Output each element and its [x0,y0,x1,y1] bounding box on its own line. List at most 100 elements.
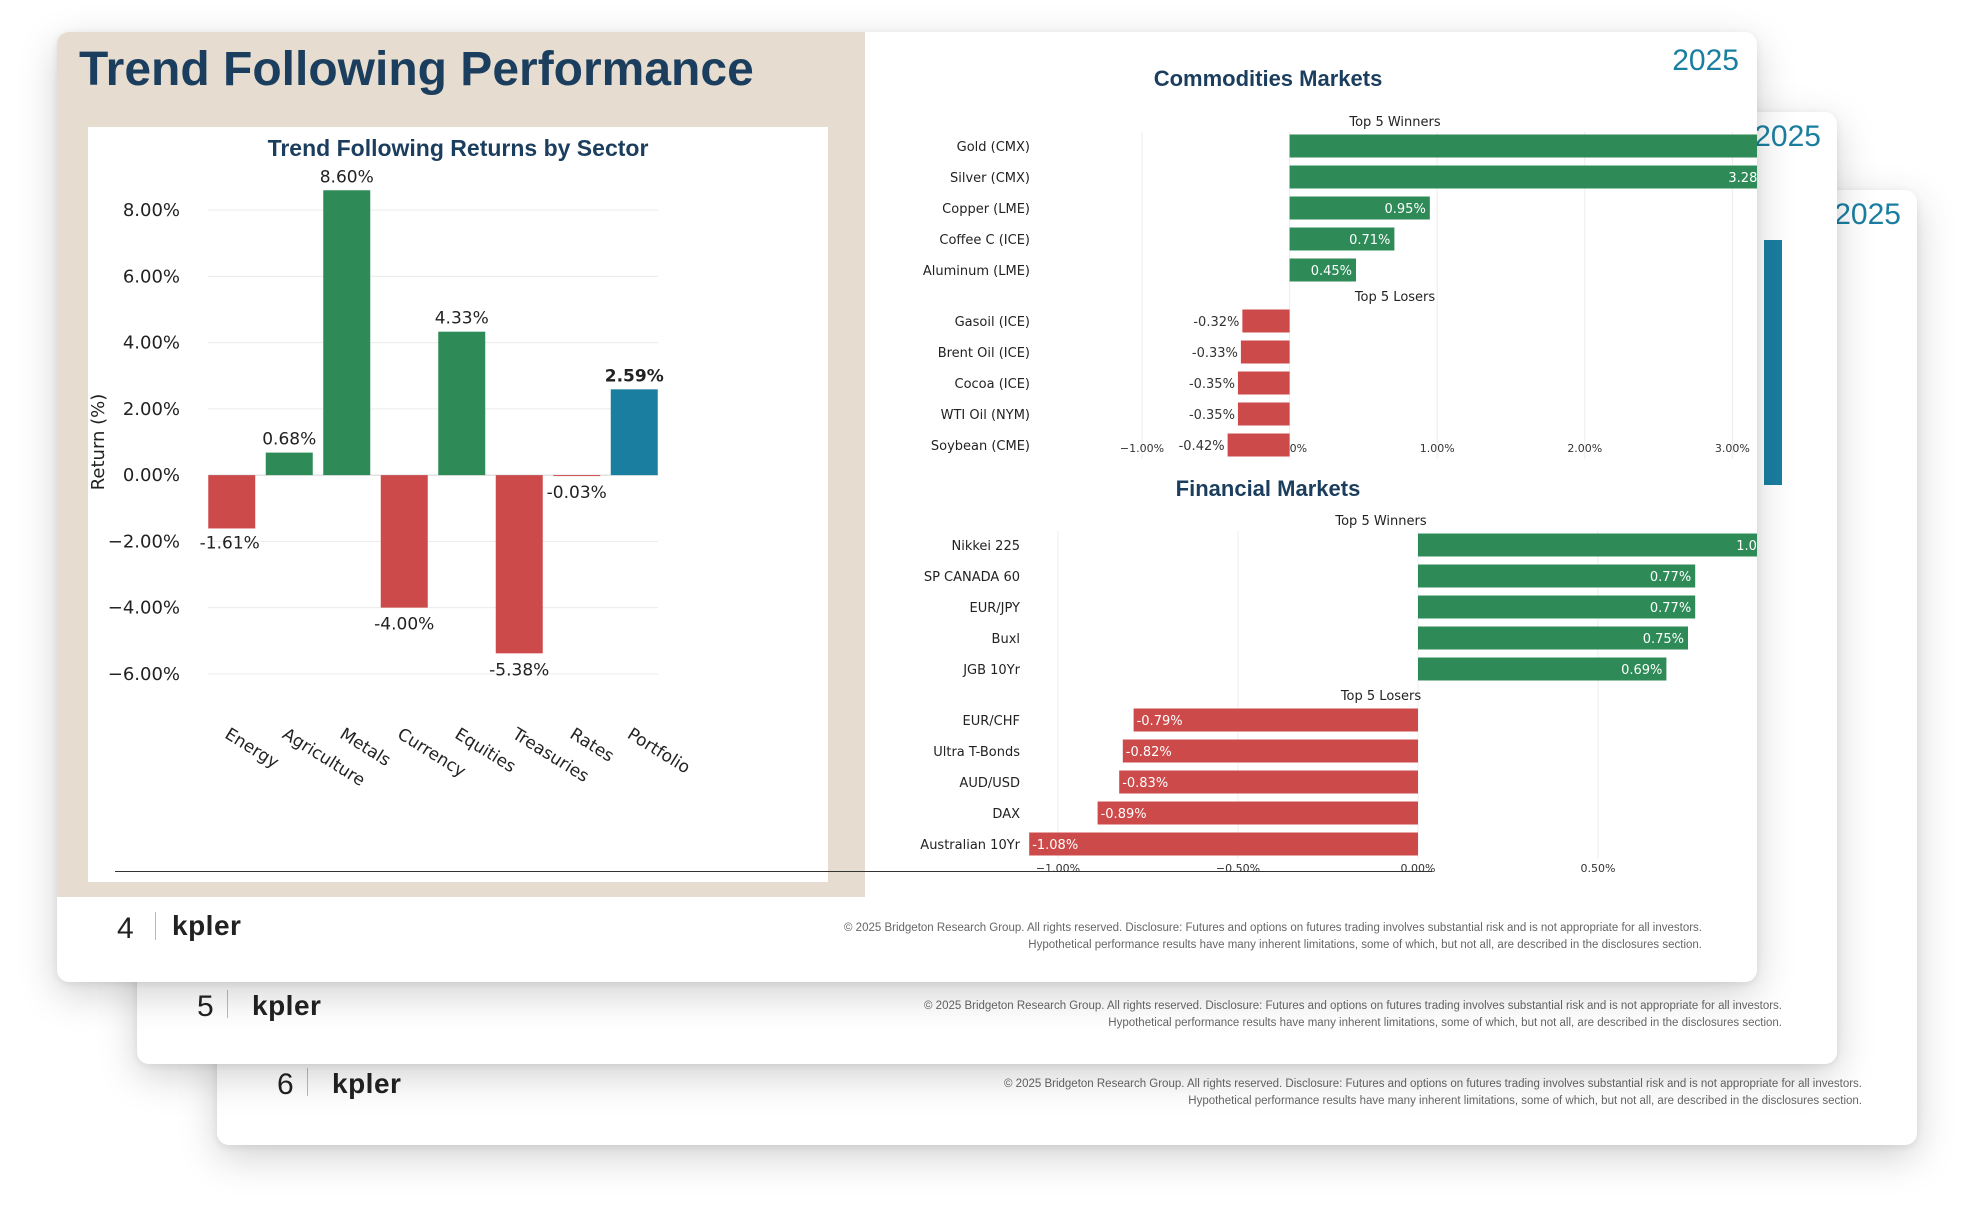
y-tick-label: 6.00% [123,266,180,287]
x-tick-label: Energy [221,724,282,773]
bar-currency [380,475,428,608]
bar-value-label: -5.38% [489,660,549,680]
bar-value-label: 0.68% [262,430,316,450]
category-label: Ultra T-Bonds [933,745,1020,760]
category-label: EUR/CHF [963,714,1020,729]
bar-value-label: 0.77% [1650,570,1691,585]
bar-energy [208,475,256,529]
y-tick-label: −4.00% [108,598,180,619]
bar [1418,626,1688,650]
bar [1418,657,1667,681]
category-label: EUR/JPY [970,601,1021,616]
bar-value-label: 3.28% [1728,171,1757,186]
footer-disclaimer: © 2025 Bridgeton Research Group. All rig… [1004,1078,1862,1107]
bar-treasuries [495,475,543,654]
category-label: DAX [992,807,1020,822]
year-label: 2025 [1672,44,1739,77]
y-tick-label: 4.00% [123,333,180,354]
x-tick-label: 3.00% [1715,442,1750,455]
footer-divider [227,990,228,1018]
y-tick-label: −6.00% [108,664,180,685]
page-number: 6 [277,1068,294,1101]
y-tick-label: 2.00% [123,399,180,420]
x-tick-label: Portfolio [624,724,694,778]
year-label: 2025 [1834,198,1901,231]
bar-value-label: -0.89% [1101,807,1147,822]
bar-value-label: -1.61% [200,533,260,553]
category-label: Coffee C (ICE) [939,233,1030,248]
category-label: Soybean (CME) [931,439,1030,454]
bar-value-label: 0.45% [1311,264,1352,279]
bar-metals [323,190,371,476]
bar [1418,564,1696,588]
bar [1237,402,1290,426]
bar-agriculture [265,452,313,476]
losers-title: Top 5 Losers [1340,689,1422,704]
bar [1122,739,1418,763]
bar [1119,770,1418,794]
bar [1289,196,1430,220]
sector-returns-chart: 8.00% 6.00% 4.00% 2.00% 0.00% −2.00% −4.00% −6.… [88,167,694,791]
bar [1097,801,1418,825]
bar-value-label: -0.32% [1193,315,1239,330]
bar-value-label: -0.83% [1122,776,1168,791]
category-label: Copper (LME) [942,202,1030,217]
bar-value-label: -0.33% [1192,346,1238,361]
y-tick-label: 8.00% [123,200,180,221]
bar [1227,433,1290,457]
bar-value-label: 0.71% [1349,233,1390,248]
bar [1289,165,1757,189]
bar-value-label: -0.35% [1189,408,1235,423]
bar [1289,258,1357,282]
kpler-logo: kpler [332,1068,402,1099]
category-label: SP CANADA 60 [924,570,1020,585]
x-tick-label: 1.00% [1420,442,1455,455]
bar-rates [553,475,601,477]
category-label: Gasoil (ICE) [955,315,1030,330]
kpler-logo: kpler [252,990,322,1021]
bar-value-label: 1.01% [1736,539,1757,554]
chart-title: Financial Markets [1176,476,1361,501]
slide-page-4: Trend Following Performance Trend Follow… [57,32,1757,982]
bar [1418,595,1696,619]
x-tick-label: −0.50% [1216,862,1260,875]
losers-title: Top 5 Losers [1354,290,1436,305]
bar-value-label: -0.82% [1126,745,1172,760]
chart-title: Trend Following Returns by Sector [267,135,649,161]
bar-value-label: -0.79% [1137,714,1183,729]
bar-equities [438,331,486,476]
commodities-chart: −1.00%0.00%1.00%2.00%3.00%4.00%Commoditi… [923,66,1757,459]
kpler-logo: kpler [172,910,242,941]
winners-title: Top 5 Winners [1348,115,1440,130]
bar-value-label: -4.00% [374,615,434,635]
bar [1418,533,1757,557]
page-number: 5 [197,990,214,1023]
bar-value-label: -0.42% [1179,439,1225,454]
page-title: Trend Following Performance [79,43,754,96]
partial-bar [1764,240,1782,485]
x-tick-label: 0.50% [1581,862,1616,875]
bar [1029,832,1418,856]
page-number: 4 [117,912,134,945]
x-tick-label: 0.00% [1401,862,1436,875]
category-label: AUD/USD [959,776,1020,791]
bar [1240,340,1290,364]
bar-value-label: 0.69% [1621,663,1662,678]
bar-value-label: 0.95% [1385,202,1426,217]
category-label: Silver (CMX) [950,171,1030,186]
y-axis-label: Return (%) [88,394,109,491]
y-tick-label: 0.00% [123,465,180,486]
bar [1289,134,1757,158]
winners-title: Top 5 Winners [1334,514,1426,529]
left-panel: Trend Following Performance Trend Follow… [57,32,865,897]
bar-value-label: -0.03% [547,483,607,503]
year-label: 2025 [1754,120,1821,153]
category-label: Aluminum (LME) [923,264,1030,279]
x-tick-label: −1.00% [1036,862,1080,875]
footer-disclaimer: © 2025 Bridgeton Research Group. All rig… [924,1000,1782,1029]
footer-divider [155,912,156,940]
sector-chart-panel: Trend Following Returns by Sector 8.00% 6… [88,127,828,882]
bar-value-label: -0.35% [1189,377,1235,392]
y-tick-label: −2.00% [108,531,180,552]
bar [1289,227,1395,251]
